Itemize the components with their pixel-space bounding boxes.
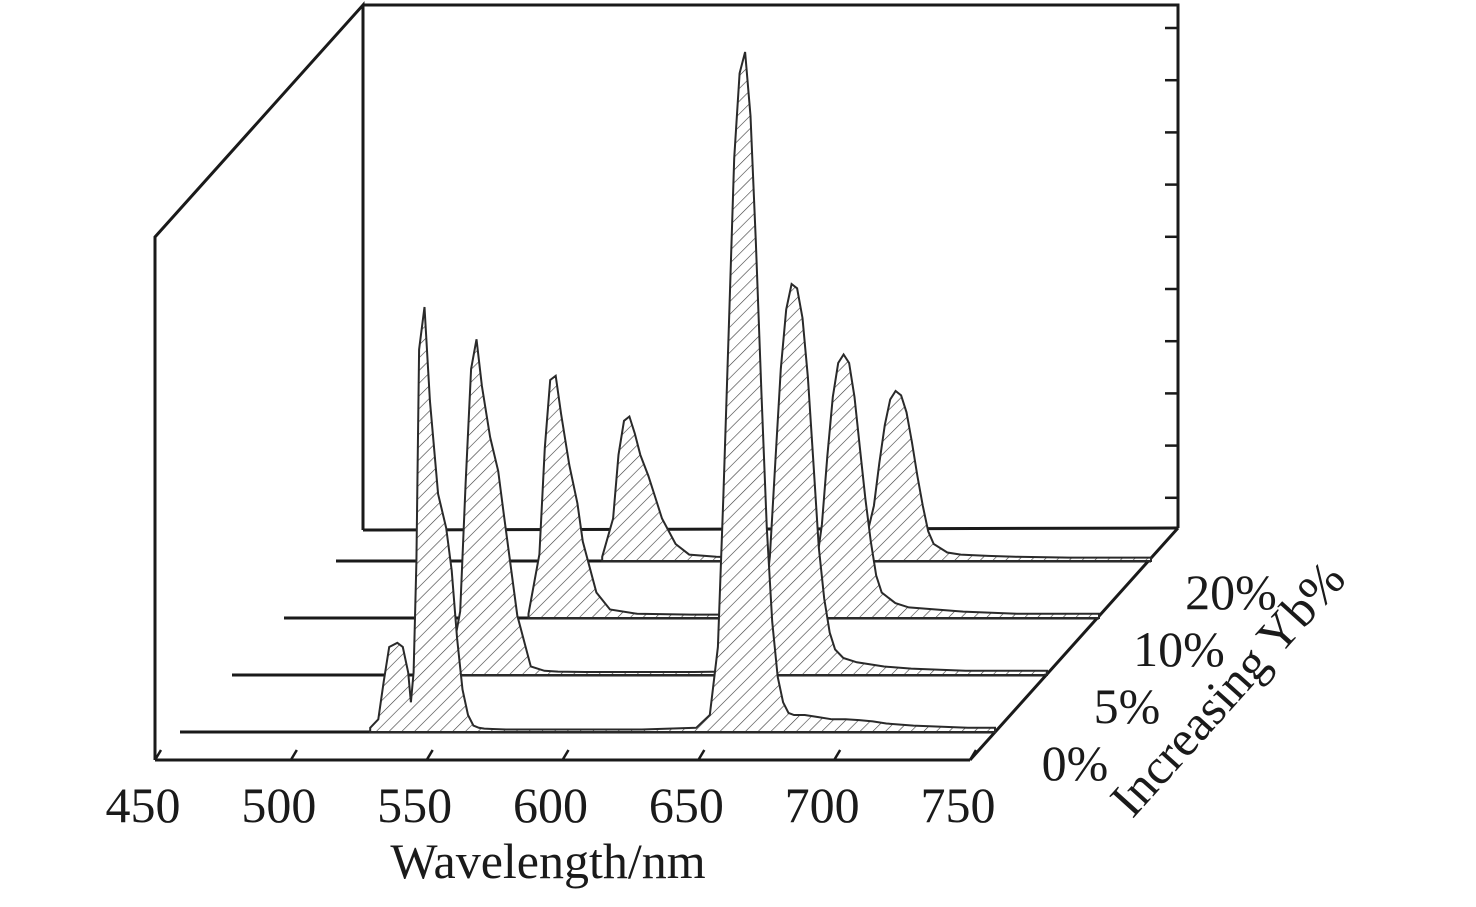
x-tick-label: 750 xyxy=(921,777,996,833)
series-label: 5% xyxy=(1094,678,1161,734)
back-wall xyxy=(363,3,1180,528)
left-back-wall xyxy=(153,1,365,760)
x-tick xyxy=(561,749,570,761)
x-tick-label: 500 xyxy=(241,777,316,833)
x-tick xyxy=(153,749,163,761)
x-tick xyxy=(697,749,706,761)
x-axis-ticks xyxy=(153,749,978,761)
x-tick xyxy=(833,749,842,761)
series-label: 20% xyxy=(1185,564,1277,620)
spectrum-20pct xyxy=(601,389,1152,562)
series-label: 10% xyxy=(1133,621,1225,677)
x-tick xyxy=(289,749,298,761)
x-axis-tick-labels: 450 500 550 600 650 700 750 xyxy=(106,777,996,833)
right-floor-edge xyxy=(968,526,1180,762)
x-tick-label: 450 xyxy=(106,777,181,833)
x-tick xyxy=(425,749,434,761)
spectrum-10pct xyxy=(527,352,1100,619)
series-label: 0% xyxy=(1042,735,1109,791)
x-tick-label: 700 xyxy=(785,777,860,833)
series-baselines xyxy=(180,559,1151,734)
spectra-series xyxy=(369,51,1152,733)
x-axis-label: Wavelength/nm xyxy=(390,833,705,889)
x-tick xyxy=(968,749,978,761)
x-tick-label: 600 xyxy=(513,777,588,833)
frame xyxy=(153,1,1180,762)
spectrum-5pct xyxy=(448,282,1048,676)
series-labels: 0%5%10%20% xyxy=(1042,564,1277,791)
spectrum-0pct xyxy=(369,51,996,733)
x-tick-label: 550 xyxy=(377,777,452,833)
x-tick-label: 650 xyxy=(649,777,724,833)
back-wall-ticks xyxy=(1165,26,1178,500)
